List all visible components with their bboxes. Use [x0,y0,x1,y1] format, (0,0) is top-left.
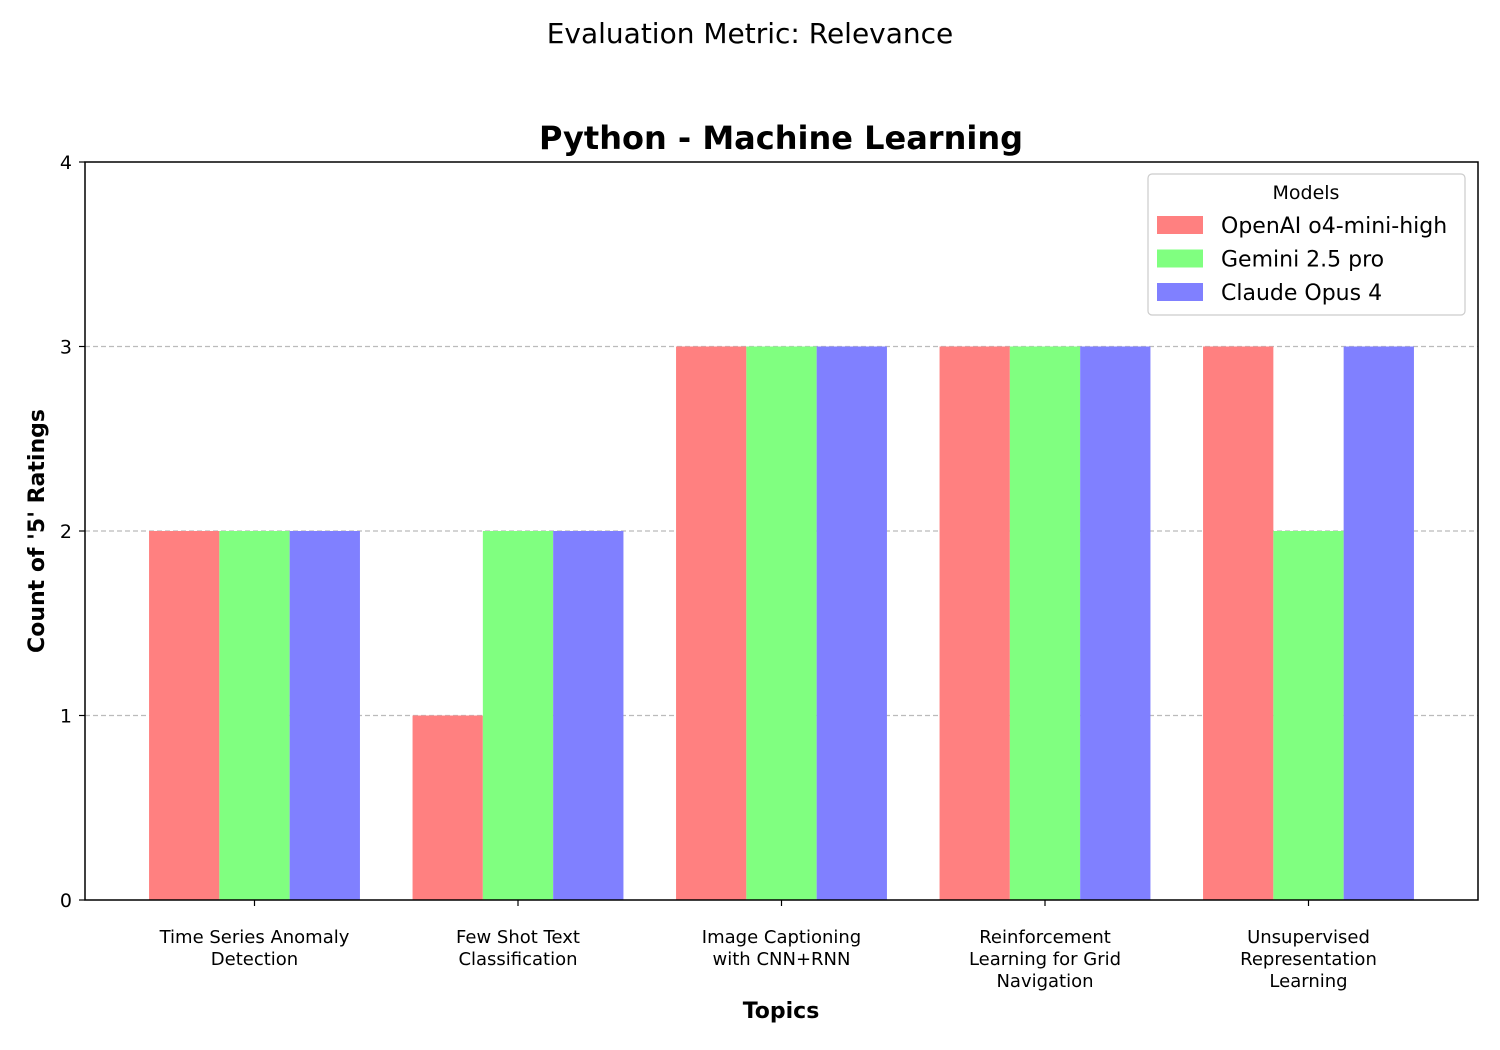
bar [676,346,747,900]
bar [149,531,220,900]
legend-swatch [1157,249,1203,268]
legend-swatch [1157,283,1203,301]
legend-label: OpenAI o4-mini-high [1221,214,1447,239]
y-tick-label: 1 [60,706,72,728]
y-tick-label: 0 [60,890,72,912]
x-axis-ticks: Time Series Anomaly Detection Few Shot Tex… [159,900,1377,992]
legend-title: Models [1273,182,1340,204]
legend-label: Claude Opus 4 [1221,281,1382,306]
bar [412,715,483,900]
bars [149,346,1414,900]
x-tick-label: Few Shot Text Classification [456,927,580,970]
x-axis-label: Topics [743,999,820,1024]
legend-swatch [1157,216,1203,234]
bar [289,531,360,900]
y-axis-ticks: 0 1 2 3 4 [60,152,85,912]
x-tick-label: Unsupervised Representation Learning [1240,927,1377,992]
y-tick-label: 3 [60,337,72,359]
bar [1203,346,1274,900]
figure-suptitle: Evaluation Metric: Relevance [547,17,954,50]
bar [816,346,887,900]
bar [553,531,624,900]
bar [219,531,290,900]
legend-label: Gemini 2.5 pro [1221,248,1384,273]
y-tick-label: 4 [60,152,72,174]
y-axis-label: Count of '5' Ratings [25,409,50,653]
x-tick-label: Time Series Anomaly Detection [159,927,350,970]
x-tick-label: Image Captioning with CNN+RNN [702,927,861,970]
x-tick-label: Reinforcement Learning for Grid Navigation [969,927,1121,992]
legend-entries: OpenAI o4-mini-high Gemini 2.5 pro Claude … [1157,214,1447,306]
bar [746,346,817,900]
bar [1343,346,1414,900]
bar [482,531,554,900]
bar [1080,346,1151,900]
chart-title: Python - Machine Learning [539,119,1023,157]
bar [939,346,1010,900]
legend: Models OpenAI o4-mini-high Gemini 2.5 pro… [1147,173,1466,316]
legend-box [1147,173,1466,316]
y-tick-label: 2 [60,521,72,543]
bar [1009,346,1081,900]
bar [1273,531,1344,900]
